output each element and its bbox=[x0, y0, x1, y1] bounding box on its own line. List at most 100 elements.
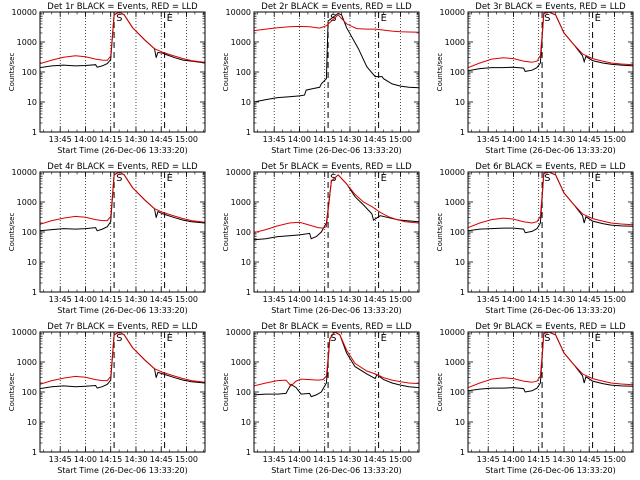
y-axis-label: Counts/sec bbox=[8, 373, 16, 412]
interval-marker-label: E bbox=[595, 13, 601, 24]
plot-frame bbox=[253, 331, 420, 453]
x-tick-label: 14:45 bbox=[150, 135, 173, 144]
y-tick-label: 1000 bbox=[17, 198, 37, 207]
x-tick-label: 13:45 bbox=[49, 135, 72, 144]
x-tick-label: 14:30 bbox=[124, 455, 147, 464]
x-tick-label: 14:45 bbox=[578, 295, 601, 304]
y-tick-label: 1 bbox=[32, 448, 37, 457]
interval-marker-label: S bbox=[330, 13, 336, 24]
x-tick-label: 14:30 bbox=[338, 135, 361, 144]
interval-marker-label: E bbox=[381, 13, 387, 24]
panel-title: Det 8r BLACK = Events, RED = LLD bbox=[261, 322, 412, 332]
y-tick-label: 10 bbox=[455, 258, 465, 267]
panel-title: Det 4r BLACK = Events, RED = LLD bbox=[47, 162, 198, 172]
y-tick-label: 1 bbox=[246, 288, 251, 297]
interval-marker-label: S bbox=[330, 333, 336, 344]
y-tick-label: 100 bbox=[22, 228, 37, 237]
y-axis-label: Counts/sec bbox=[436, 53, 444, 92]
y-tick-label: 10 bbox=[455, 98, 465, 107]
y-tick-label: 10 bbox=[27, 98, 37, 107]
x-tick-label: 14:00 bbox=[288, 455, 311, 464]
interval-marker-label: E bbox=[167, 173, 173, 184]
interval-marker-label: S bbox=[544, 333, 550, 344]
x-tick-label: 14:30 bbox=[124, 295, 147, 304]
x-axis-label: Start Time (26-Dec-06 13:33:20) bbox=[271, 466, 402, 475]
y-tick-label: 100 bbox=[22, 388, 37, 397]
x-tick-label: 13:45 bbox=[477, 135, 500, 144]
y-tick-label: 1 bbox=[460, 448, 465, 457]
y-tick-label: 10 bbox=[241, 98, 251, 107]
plot-frame bbox=[467, 331, 634, 453]
x-tick-label: 14:45 bbox=[150, 295, 173, 304]
x-tick-label: 14:15 bbox=[527, 455, 550, 464]
x-tick-label: 13:45 bbox=[49, 295, 72, 304]
events-series-line bbox=[40, 332, 205, 390]
events-series-line bbox=[40, 12, 205, 69]
x-tick-label: 15:00 bbox=[389, 295, 412, 304]
y-tick-label: 1000 bbox=[231, 198, 251, 207]
y-tick-label: 1000 bbox=[17, 38, 37, 47]
lld-series-line bbox=[40, 332, 205, 385]
y-axis-label: Counts/sec bbox=[222, 373, 230, 412]
events-series-line bbox=[254, 332, 419, 398]
x-tick-label: 15:00 bbox=[175, 295, 198, 304]
plot-frame bbox=[467, 11, 634, 133]
lld-series-line bbox=[40, 172, 205, 225]
lld-series-line bbox=[254, 14, 419, 33]
panel-title: Det 5r BLACK = Events, RED = LLD bbox=[261, 162, 412, 172]
panel-title: Det 3r BLACK = Events, RED = LLD bbox=[475, 2, 626, 12]
y-axis-label: Counts/sec bbox=[222, 213, 230, 252]
y-tick-label: 10 bbox=[241, 258, 251, 267]
x-tick-label: 14:15 bbox=[99, 135, 122, 144]
detector-panel-3: Det 3r BLACK = Events, RED = LLD Counts/s… bbox=[436, 2, 634, 155]
detector-panel-4: Det 4r BLACK = Events, RED = LLD Counts/s… bbox=[8, 162, 206, 315]
x-tick-label: 14:00 bbox=[502, 135, 525, 144]
x-tick-label: 14:15 bbox=[527, 295, 550, 304]
x-tick-label: 14:15 bbox=[99, 295, 122, 304]
x-tick-label: 14:30 bbox=[552, 295, 575, 304]
detector-panel-7: Det 7r BLACK = Events, RED = LLD Counts/s… bbox=[8, 322, 206, 475]
y-tick-label: 10 bbox=[27, 418, 37, 427]
lld-series-line bbox=[40, 12, 205, 65]
interval-marker-label: S bbox=[116, 13, 122, 24]
x-tick-label: 14:45 bbox=[364, 455, 387, 464]
x-tick-label: 13:45 bbox=[477, 295, 500, 304]
x-tick-label: 15:00 bbox=[603, 135, 626, 144]
y-tick-label: 1 bbox=[460, 288, 465, 297]
y-tick-label: 10000 bbox=[226, 328, 251, 337]
x-tick-label: 13:45 bbox=[263, 455, 286, 464]
detector-panel-9: Det 9r BLACK = Events, RED = LLD Counts/s… bbox=[436, 322, 634, 475]
y-tick-label: 10000 bbox=[12, 168, 37, 177]
plot-frame bbox=[253, 11, 420, 133]
y-tick-label: 1 bbox=[460, 128, 465, 137]
y-tick-label: 10000 bbox=[226, 168, 251, 177]
plot-frame bbox=[467, 171, 634, 293]
y-tick-label: 1 bbox=[246, 448, 251, 457]
detector-panel-6: Det 6r BLACK = Events, RED = LLD Counts/s… bbox=[436, 162, 634, 315]
x-tick-label: 15:00 bbox=[389, 455, 412, 464]
x-tick-label: 14:30 bbox=[124, 135, 147, 144]
y-tick-label: 100 bbox=[236, 388, 251, 397]
x-tick-label: 14:15 bbox=[313, 455, 336, 464]
x-axis-label: Start Time (26-Dec-06 13:33:20) bbox=[485, 466, 616, 475]
y-tick-label: 100 bbox=[236, 228, 251, 237]
x-tick-label: 15:00 bbox=[603, 295, 626, 304]
detector-panel-8: Det 8r BLACK = Events, RED = LLD Counts/s… bbox=[222, 322, 420, 475]
y-tick-label: 100 bbox=[450, 68, 465, 77]
x-tick-label: 14:45 bbox=[150, 455, 173, 464]
x-axis-label: Start Time (26-Dec-06 13:33:20) bbox=[57, 306, 188, 315]
y-tick-label: 100 bbox=[236, 68, 251, 77]
interval-marker-label: E bbox=[167, 13, 173, 24]
panel-title: Det 1r BLACK = Events, RED = LLD bbox=[47, 2, 198, 12]
y-tick-label: 1000 bbox=[445, 198, 465, 207]
x-tick-label: 13:45 bbox=[263, 295, 286, 304]
y-tick-label: 100 bbox=[450, 388, 465, 397]
plot-frame bbox=[39, 11, 206, 133]
y-tick-label: 1000 bbox=[445, 358, 465, 367]
y-axis-label: Counts/sec bbox=[222, 53, 230, 92]
x-tick-label: 14:00 bbox=[288, 135, 311, 144]
x-tick-label: 14:00 bbox=[502, 455, 525, 464]
x-tick-label: 14:15 bbox=[99, 455, 122, 464]
y-tick-label: 10000 bbox=[440, 328, 465, 337]
